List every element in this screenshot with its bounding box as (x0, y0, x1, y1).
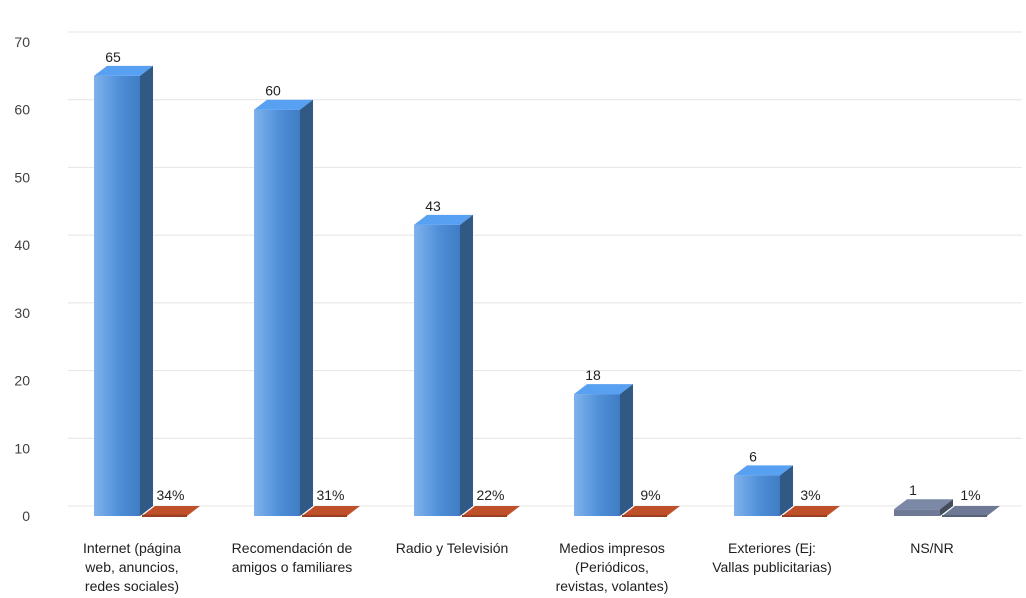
bar-side (300, 99, 313, 516)
bar-side (940, 499, 953, 516)
y-tick-label: 60 (14, 102, 30, 118)
pct-bar-top (302, 506, 360, 516)
bar-value-label: 6 (749, 448, 757, 464)
pct-bar-front (622, 515, 667, 517)
bar-front (414, 224, 460, 517)
category-label: Recomendación de (232, 540, 353, 556)
bar-top (254, 99, 313, 110)
bars (94, 65, 1000, 517)
pct-bar-3 (462, 506, 520, 517)
bar-side (140, 65, 153, 516)
pct-bar-front (142, 514, 187, 517)
pct-bar-front (302, 514, 347, 517)
data-labels: 65 34% 60 31% 43 22% 18 9% 6 3% 1 1% (105, 49, 980, 503)
pct-bar-2 (302, 506, 360, 517)
pct-bar-top (782, 506, 840, 516)
bar-front (574, 394, 620, 516)
pct-bar-1 (142, 506, 200, 517)
category-label: Exteriores (Ej: (728, 540, 816, 556)
bar-6 (894, 499, 953, 516)
bar-front (94, 75, 140, 516)
pct-bar-front (462, 515, 507, 517)
bar-side (460, 214, 473, 517)
category-label: Internet (página (83, 540, 181, 556)
bar-top (574, 384, 633, 395)
category-label: revistas, volantes) (556, 578, 669, 594)
pct-value-label: 31% (316, 487, 344, 503)
y-tick-label: 30 (14, 305, 30, 321)
pct-bar-6 (942, 506, 1000, 517)
category-label: Radio y Televisión (396, 540, 509, 556)
category-label: Vallas publicitarias) (712, 559, 832, 575)
bar-3 (414, 214, 473, 517)
category-label: (Periódicos, (575, 559, 649, 575)
y-tick-label: 0 (22, 508, 30, 524)
y-tick-label: 10 (14, 440, 30, 456)
bar-2 (254, 99, 313, 516)
bar-value-label: 65 (105, 49, 121, 65)
y-tick-label: 40 (14, 237, 30, 253)
pct-bar-4 (622, 506, 680, 517)
pct-bar-front (782, 515, 827, 517)
bar-top (734, 465, 793, 476)
bar-value-label: 43 (425, 198, 441, 214)
y-tick-label: 50 (14, 169, 30, 185)
y-tick-label: 70 (14, 34, 30, 50)
bar-4 (574, 384, 633, 516)
category-label: amigos o familiares (232, 559, 353, 575)
pct-bar-front (942, 515, 987, 517)
pct-value-label: 34% (156, 487, 184, 503)
x-axis-categories: Internet (página web, anuncios, redes soci… (83, 540, 954, 594)
pct-bar-top (142, 506, 200, 516)
y-tick-label: 20 (14, 373, 30, 389)
pct-bar-top (622, 506, 680, 516)
bar-top (414, 214, 473, 225)
category-label: web, anuncios, (84, 559, 178, 575)
bar-front (254, 109, 300, 516)
bar-1 (94, 65, 153, 516)
bar-value-label: 60 (265, 83, 281, 99)
y-axis-ticks: 0 10 20 30 40 50 60 70 (14, 34, 30, 524)
pct-value-label: 22% (476, 487, 504, 503)
bar-5 (734, 465, 793, 516)
pct-bar-top (942, 506, 1000, 516)
pct-value-label: 3% (800, 487, 820, 503)
category-label: Medios impresos (559, 540, 665, 556)
bar-side (780, 465, 793, 516)
bar-side (620, 384, 633, 516)
bar-front (734, 475, 780, 516)
category-label: NS/NR (910, 540, 954, 556)
pct-bar-top (462, 506, 520, 516)
pct-value-label: 9% (640, 487, 660, 503)
pct-value-label: 1% (960, 487, 980, 503)
category-label: redes sociales) (85, 578, 179, 594)
bar-top (94, 65, 153, 76)
bar-front (894, 509, 940, 516)
gridlines (68, 31, 1022, 507)
bar-top (894, 499, 953, 510)
bar-value-label: 1 (909, 482, 917, 498)
pct-bar-5 (782, 506, 840, 517)
bar-value-label: 18 (585, 367, 601, 383)
